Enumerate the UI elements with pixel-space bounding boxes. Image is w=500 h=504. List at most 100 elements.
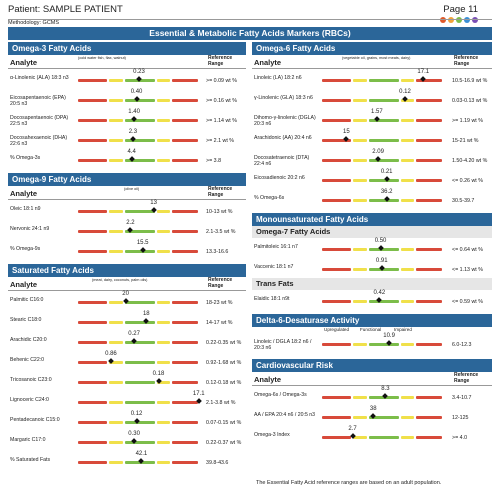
analyte-name: Docosapentaenoic (DPA) 22:5 n3 — [10, 115, 69, 127]
bar-segment — [156, 159, 171, 162]
analyte-header: Analyte (meat, dairy, coconuts, palm oil… — [8, 277, 246, 291]
bar-segment — [322, 119, 352, 122]
bar-segment — [172, 401, 198, 404]
result-value: 15.5 — [136, 240, 149, 246]
analyte-header: Analyte (vegetable oil, grains, most mea… — [252, 55, 492, 69]
bar-segment — [78, 210, 108, 213]
reference-range: 14-17 wt % — [206, 320, 233, 326]
source-note: (cold water fish, flax, walnut) — [78, 56, 126, 60]
result-value: 2.09 — [372, 149, 384, 155]
analyte-name: % Saturated Fats — [10, 457, 51, 463]
section-title: Delta-6-Desaturase Activity — [252, 314, 492, 327]
result-value: 2.7 — [348, 426, 357, 432]
bar-segment — [416, 416, 442, 419]
bar-segment — [125, 301, 155, 304]
bar-segment — [78, 139, 108, 142]
analyte-label: Analyte — [254, 58, 282, 67]
range-bar — [322, 79, 444, 82]
range-bar — [78, 321, 200, 324]
analyte-name: AA / EPA 20:4 n6 / 20:5 n3 — [254, 412, 316, 418]
range-bar — [322, 248, 444, 251]
analyte-name: Elaidic 18:1 n9t — [254, 296, 290, 302]
dot-1 — [440, 17, 446, 23]
bar-segment — [400, 179, 415, 182]
bar-segment — [322, 436, 352, 439]
bar-segment — [109, 250, 124, 253]
page-header: Patient: SAMPLE PATIENT Page 11 — [8, 4, 492, 23]
reference-label: Reference Range — [208, 55, 233, 67]
bar-segment — [353, 300, 368, 303]
analyte-name: Nervonic 24:1 n9 — [10, 226, 50, 232]
analyte-name: Dihomo-γ-linolenic (DGLA) 20:3 n6 — [254, 115, 316, 127]
result-value: 0.18 — [152, 371, 165, 377]
bar-segment — [353, 159, 368, 162]
omega6-section: Omega-6 Fatty Acids Analyte (vegetable o… — [252, 42, 492, 209]
bar-segment — [109, 230, 124, 233]
range-bar — [78, 441, 200, 444]
range-bar — [322, 268, 444, 271]
bar-segment — [369, 179, 399, 182]
analyte-label: Analyte — [10, 280, 38, 289]
bar-segment — [369, 248, 399, 251]
range-bar — [78, 301, 200, 304]
bar-segment — [369, 79, 399, 82]
bar-segment — [369, 343, 399, 346]
table-row: Palmitic C16:0 20 18-23 wt % — [8, 291, 246, 311]
result-value: 8.3 — [381, 386, 390, 392]
bar-segment — [125, 421, 155, 424]
reference-range: 3.4-10.7 — [452, 395, 472, 401]
reference-range: 10.5-16.9 wt % — [452, 78, 488, 84]
bar-segment — [400, 159, 415, 162]
bar-segment — [353, 343, 368, 346]
table-row: % Omega-9s 15.5 13.3-16.6 — [8, 240, 246, 260]
bar-segment — [172, 361, 198, 364]
bar-segment — [78, 79, 108, 82]
range-bar — [78, 139, 200, 142]
bar-segment — [416, 199, 442, 202]
bar-segment — [156, 119, 171, 122]
bar-segment — [172, 341, 198, 344]
range-bar — [322, 139, 444, 142]
bar-segment — [78, 461, 108, 464]
bar-segment — [156, 421, 171, 424]
result-value: 42.1 — [135, 451, 148, 457]
range-bar — [322, 416, 444, 419]
bar-segment — [400, 139, 415, 142]
bar-segment — [416, 343, 442, 346]
result-value: 38 — [369, 406, 377, 412]
range-bar — [78, 401, 200, 404]
range-bar — [78, 341, 200, 344]
bar-segment — [78, 341, 108, 344]
bar-segment — [78, 401, 108, 404]
bar-segment — [322, 159, 352, 162]
reference-range: >= 2.1 wt % — [206, 138, 234, 144]
bar-segment — [416, 79, 442, 82]
table-row: Arachidic C20:0 0.27 0.22-0.35 wt % — [8, 331, 246, 351]
bar-segment — [353, 99, 368, 102]
table-row: Dihomo-γ-linolenic (DGLA) 20:3 n6 1.57 >= … — [252, 109, 492, 129]
bar-segment — [125, 401, 155, 404]
analyte-name: Arachidic C20:0 — [10, 337, 47, 343]
bar-segment — [322, 79, 352, 82]
bar-segment — [172, 301, 198, 304]
reference-range: >= 0.16 wt % — [206, 98, 237, 104]
analyte-name: Eicosadienoic 20:2 n6 — [254, 175, 305, 181]
analyte-name: Stearic C18:0 — [10, 317, 42, 323]
bar-segment — [353, 139, 368, 142]
range-bar — [78, 361, 200, 364]
analyte-name: Lignoceric C24:0 — [10, 397, 49, 403]
rows: Linoleic (LA) 18:2 n6 17.1 10.5-16.9 wt % γ… — [252, 69, 492, 209]
range-bar — [322, 159, 444, 162]
bar-segment — [78, 361, 108, 364]
bar-segment — [172, 210, 198, 213]
bar-segment — [322, 248, 352, 251]
reference-range: 30.5-39.7 — [452, 198, 475, 204]
table-row: Arachidonic (AA) 20:4 n6 15 15-21 wt % — [252, 129, 492, 149]
range-bar — [78, 250, 200, 253]
section-title: Omega-3 Fatty Acids — [8, 42, 246, 55]
bar-segment — [78, 301, 108, 304]
footnote: The Essential Fatty Acid reference range… — [256, 480, 442, 486]
bar-segment — [109, 421, 124, 424]
bar-segment — [353, 416, 368, 419]
reference-range: 1.50-4.20 wt % — [452, 158, 488, 164]
